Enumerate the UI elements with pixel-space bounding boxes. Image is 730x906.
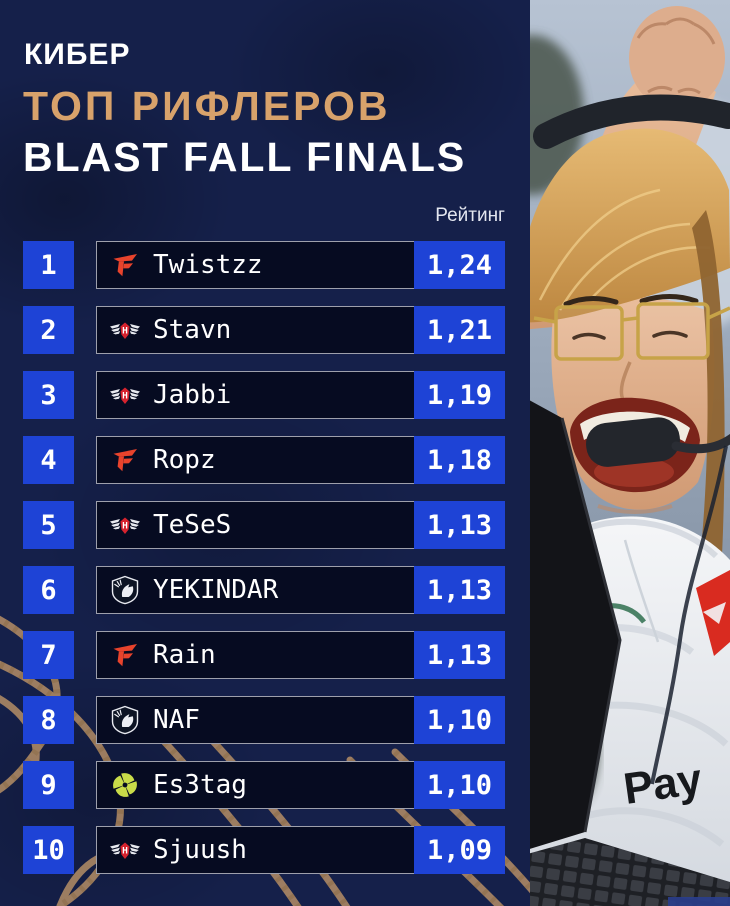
heroic-icon xyxy=(109,834,141,866)
rating-value: 1,10 xyxy=(414,761,505,809)
headset-cable xyxy=(650,445,728,785)
player-photo: Pay xyxy=(480,0,730,906)
player-name: Twistzz xyxy=(153,250,263,280)
rating-value: 1,13 xyxy=(414,566,505,614)
player-cell: TeSeS 1,13 xyxy=(96,501,505,549)
rating-value: 1,18 xyxy=(414,436,505,484)
player-cell: Ropz 1,18 xyxy=(96,436,505,484)
player-cell: Rain 1,13 xyxy=(96,631,505,679)
rank-badge: 3 xyxy=(23,371,74,419)
rating-value: 1,21 xyxy=(414,306,505,354)
player-name: NAF xyxy=(153,705,200,735)
rating-value: 1,10 xyxy=(414,696,505,744)
jersey-sponsor-text: Pay xyxy=(621,754,706,813)
rank-badge: 10 xyxy=(23,826,74,874)
rank-badge: 1 xyxy=(23,241,74,289)
rank-badge: 2 xyxy=(23,306,74,354)
eyebrows xyxy=(563,294,699,307)
rank-badge: 6 xyxy=(23,566,74,614)
faze-icon xyxy=(109,249,141,281)
player-hair xyxy=(517,128,730,560)
player-name: Rain xyxy=(153,640,216,670)
keyboard xyxy=(520,838,730,906)
liquid-icon xyxy=(109,704,141,736)
kiber-logo: КИБЕР xyxy=(24,38,131,71)
player-cell: Es3tag 1,10 xyxy=(96,761,505,809)
player-cell: YEKINDAR 1,13 xyxy=(96,566,505,614)
heroic-icon xyxy=(109,314,141,346)
table-row: 4 Ropz 1,18 xyxy=(23,436,505,484)
monitor xyxy=(520,395,622,852)
player-name: Ropz xyxy=(153,445,216,475)
heroic-icon xyxy=(109,379,141,411)
player-name: Sjuush xyxy=(153,835,247,865)
player-name: YEKINDAR xyxy=(153,575,279,605)
page-title-en: BLAST FALL FINALS xyxy=(23,134,467,180)
page-title-ru: ТОП РИФЛЕРОВ xyxy=(23,83,391,129)
heroic-icon xyxy=(109,509,141,541)
player-cell: Twistzz 1,24 xyxy=(96,241,505,289)
player-name: TeSeS xyxy=(153,510,232,540)
player-cell: Stavn 1,21 xyxy=(96,306,505,354)
table-row: 5 TeSeS 1,13 xyxy=(23,501,505,549)
rating-value: 1,24 xyxy=(414,241,505,289)
rating-value: 1,13 xyxy=(414,501,505,549)
table-row: 9 Es3tag 1,10 xyxy=(23,761,505,809)
rank-badge: 5 xyxy=(23,501,74,549)
table-row: 6 YEKINDAR 1,13 xyxy=(23,566,505,614)
table-row: 2 Stavn 1,21 xyxy=(23,306,505,354)
rank-badge: 8 xyxy=(23,696,74,744)
faze-icon xyxy=(109,639,141,671)
rating-value: 1,09 xyxy=(414,826,505,874)
player-cell: Sjuush 1,09 xyxy=(96,826,505,874)
table-row: 7 Rain 1,13 xyxy=(23,631,505,679)
player-name: Jabbi xyxy=(153,380,232,410)
table-row: 8 NAF 1,10 xyxy=(23,696,505,744)
liquid-icon xyxy=(109,574,141,606)
rating-column-label: Рейтинг xyxy=(435,205,505,226)
player-name: Es3tag xyxy=(153,770,247,800)
headset-band xyxy=(533,94,730,149)
rating-value: 1,19 xyxy=(414,371,505,419)
rank-badge: 9 xyxy=(23,761,74,809)
nip-icon xyxy=(109,769,141,801)
headset-mic xyxy=(586,417,730,467)
ranking-table: 1 Twistzz 1,24 2 Stavn 1,21 3 Jabbi 1,19 4 Ropz 1,1… xyxy=(23,241,505,874)
player-cell: Jabbi 1,19 xyxy=(96,371,505,419)
faze-icon xyxy=(109,444,141,476)
player-cell: NAF 1,10 xyxy=(96,696,505,744)
table-row: 3 Jabbi 1,19 xyxy=(23,371,505,419)
table-row: 10 Sjuush 1,09 xyxy=(23,826,505,874)
table-row: 1 Twistzz 1,24 xyxy=(23,241,505,289)
ranking-panel: КИБЕР ТОП РИФЛЕРОВ BLAST FALL FINALS Рей… xyxy=(0,0,530,906)
eyes xyxy=(572,330,688,340)
rank-badge: 4 xyxy=(23,436,74,484)
player-name: Stavn xyxy=(153,315,232,345)
rating-value: 1,13 xyxy=(414,631,505,679)
rank-badge: 7 xyxy=(23,631,74,679)
